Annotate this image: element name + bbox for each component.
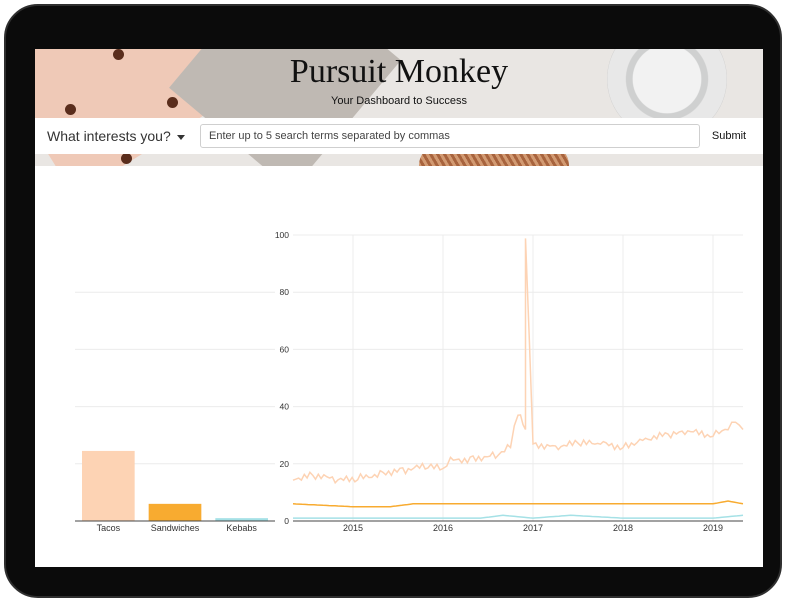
line-series-2 xyxy=(293,514,744,519)
line-y-tick-label: 80 xyxy=(280,287,290,297)
interests-dropdown-label: What interests you? xyxy=(47,128,171,144)
line-x-tick-label: 2018 xyxy=(613,523,633,533)
line-x-tick-label: 2016 xyxy=(433,523,453,533)
bar-tacos xyxy=(82,450,135,521)
bar-tick-label: Kebabs xyxy=(226,523,257,533)
line-y-tick-label: 0 xyxy=(284,516,289,526)
line-x-tick-label: 2015 xyxy=(343,523,363,533)
line-y-tick-label: 100 xyxy=(275,230,289,240)
hero-decor-dot xyxy=(121,153,132,164)
bar-sandwiches xyxy=(148,503,202,521)
line-series-0 xyxy=(292,238,744,485)
line-chart: 0 20 40 60 80 100 2015 2016 2017 2018 2019 xyxy=(275,230,744,533)
line-y-tick-label: 60 xyxy=(280,344,290,354)
page-subtitle: Your Dashboard to Success xyxy=(331,95,467,107)
bar-tick-label: Tacos xyxy=(97,523,121,533)
app-screen: Pursuit Monkey Your Dashboard to Success… xyxy=(35,49,763,567)
bar-kebabs xyxy=(215,518,268,521)
line-y-tick-label: 40 xyxy=(280,402,290,412)
interests-dropdown[interactable]: What interests you? xyxy=(47,128,185,144)
line-series-1 xyxy=(292,500,744,508)
submit-button[interactable]: Submit xyxy=(704,124,754,148)
search-input[interactable] xyxy=(200,124,700,148)
bar-tick-label: Sandwiches xyxy=(151,523,200,533)
search-bar: What interests you? Submit xyxy=(35,118,763,154)
line-x-tick-label: 2019 xyxy=(703,523,723,533)
hero-decor-dot xyxy=(65,104,76,115)
bar-chart: Tacos Sandwiches Kebabs xyxy=(75,291,275,533)
line-x-tick-label: 2017 xyxy=(523,523,543,533)
tablet-frame: Pursuit Monkey Your Dashboard to Success… xyxy=(4,4,782,598)
hero-decor-dot xyxy=(167,97,178,108)
hero-decor-dot xyxy=(113,49,124,60)
hero-banner: Pursuit Monkey Your Dashboard to Success… xyxy=(35,49,763,166)
page-title: Pursuit Monkey xyxy=(289,53,509,90)
chevron-down-icon xyxy=(176,134,185,140)
line-y-tick-label: 20 xyxy=(280,459,290,469)
